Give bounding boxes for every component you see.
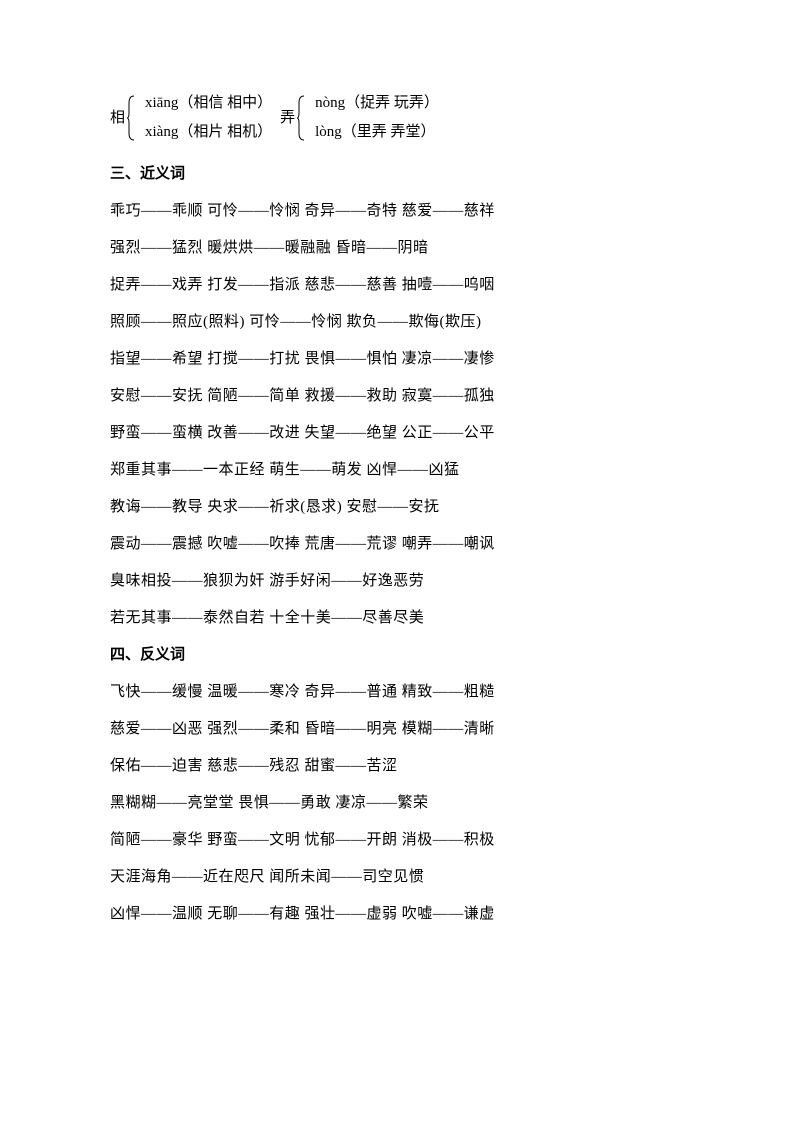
section-4-heading: 四、反义词 <box>110 648 684 663</box>
section4-line-2: 保佑——迫害 慈悲——残忍 甜蜜——苦涩 <box>110 759 684 774</box>
pinyin-0-top: xiāng（相信 相中） <box>145 96 272 111</box>
section3-line-4: 指望——希望 打搅——打扰 畏惧——惧怕 凄凉——凄惨 <box>110 352 684 367</box>
hanzi-1: 弄 <box>280 111 295 126</box>
section4-line-4: 简陋——豪华 野蛮——文明 忧郁——开朗 消极——积极 <box>110 833 684 848</box>
pinyin-group-0: 相 xiāng（相信 相中） xiàng（相片 相机） <box>110 95 272 141</box>
section3-line-1: 强烈——猛烈 暖烘烘——暖融融 昏暗——阴暗 <box>110 241 684 256</box>
pinyin-1-bottom: lòng（里弄 弄堂） <box>315 125 439 140</box>
section3-line-7: 郑重其事——一本正经 萌生——萌发 凶悍——凶猛 <box>110 463 684 478</box>
bracket-content-1: nòng（捉弄 玩弄） lòng（里弄 弄堂） <box>305 95 439 141</box>
section3-line-11: 若无其事——泰然自若 十全十美——尽善尽美 <box>110 611 684 626</box>
section3-line-3: 照顾——照应(照料) 可怜——怜悯 欺负——欺侮(欺压) <box>110 315 684 330</box>
section4-line-3: 黑糊糊——亮堂堂 畏惧——勇敢 凄凉——繁荣 <box>110 796 684 811</box>
section3-line-2: 捉弄——戏弄 打发——指派 慈悲——慈善 抽噎——呜咽 <box>110 278 684 293</box>
pinyin-group-1: 弄 nòng（捉弄 玩弄） lòng（里弄 弄堂） <box>280 95 439 141</box>
bracket-0 <box>127 95 135 141</box>
section3-line-5: 安慰——安抚 简陋——简单 救援——救助 寂寞——孤独 <box>110 389 684 404</box>
section3-line-9: 震动——震撼 吹嘘——吹捧 荒唐——荒谬 嘲弄——嘲讽 <box>110 537 684 552</box>
hanzi-0: 相 <box>110 111 125 126</box>
pinyin-0-bottom: xiàng（相片 相机） <box>145 125 272 140</box>
pinyin-1-top: nòng（捉弄 玩弄） <box>315 96 439 111</box>
section3-line-0: 乖巧——乖顺 可怜——怜悯 奇异——奇特 慈爱——慈祥 <box>110 204 684 219</box>
bracket-1 <box>297 95 305 141</box>
section3-line-6: 野蛮——蛮横 改善——改进 失望——绝望 公正——公平 <box>110 426 684 441</box>
pinyin-groups-row: 相 xiāng（相信 相中） xiàng（相片 相机） 弄 nòng（捉弄 玩弄… <box>110 95 684 141</box>
section4-line-5: 天涯海角——近在咫尺 闻所未闻——司空见惯 <box>110 870 684 885</box>
section-3-heading: 三、近义词 <box>110 167 684 182</box>
section4-line-1: 慈爱——凶恶 强烈——柔和 昏暗——明亮 模糊——清晰 <box>110 722 684 737</box>
section4-line-6: 凶悍——温顺 无聊——有趣 强壮——虚弱 吹嘘——谦虚 <box>110 907 684 922</box>
section4-line-0: 飞快——缓慢 温暖——寒冷 奇异——普通 精致——粗糙 <box>110 685 684 700</box>
section3-line-8: 教诲——教导 央求——祈求(恳求) 安慰——安抚 <box>110 500 684 515</box>
section3-line-10: 臭味相投——狼狈为奸 游手好闲——好逸恶劳 <box>110 574 684 589</box>
bracket-content-0: xiāng（相信 相中） xiàng（相片 相机） <box>135 95 272 141</box>
